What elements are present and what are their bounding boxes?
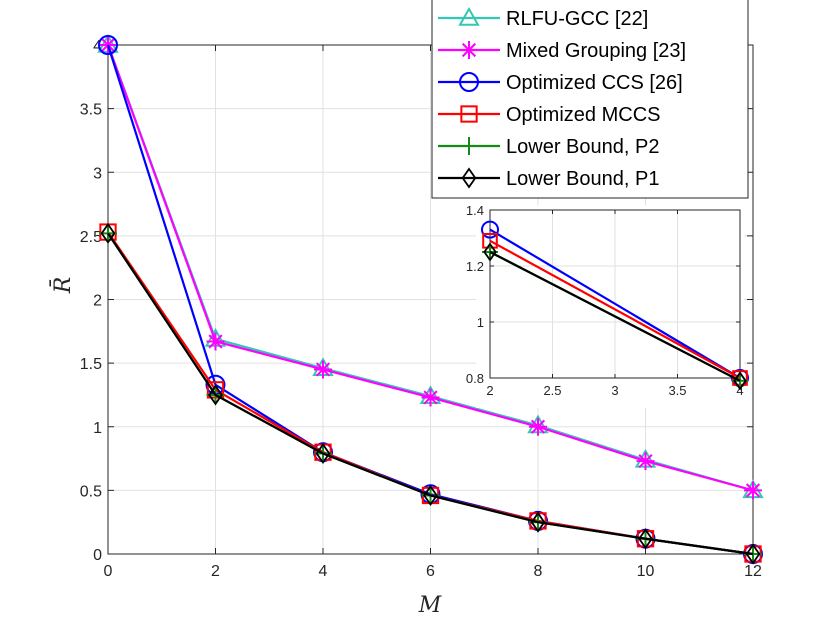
legend-label: Optimized MCCS xyxy=(506,104,660,126)
inset-point-diamond-marker xyxy=(483,242,497,262)
main-point-diamond-marker xyxy=(530,511,546,533)
main-point-asterisk-marker xyxy=(744,481,762,500)
main-ytick-label: 4 xyxy=(93,38,102,55)
main-ytick-label: 2 xyxy=(93,293,102,310)
inset-xtick-label: 2 xyxy=(486,383,493,398)
legend-circle-marker xyxy=(459,72,479,92)
legend-triangle-marker xyxy=(458,6,480,26)
y-axis-label: R̄ xyxy=(49,277,76,295)
inset-series-line-0 xyxy=(489,228,741,379)
inset-xtick-label: 4 xyxy=(736,383,743,398)
x-axis-label: M xyxy=(418,593,442,618)
legend-box xyxy=(431,0,749,199)
main-point-diamond-marker xyxy=(208,384,223,406)
main-xtick-label: 2 xyxy=(211,563,220,580)
main-xtick-label: 8 xyxy=(534,563,543,580)
main-ytick-label: 3.5 xyxy=(80,102,102,119)
main-xtick-label: 0 xyxy=(104,563,113,580)
legend-asterisk-marker xyxy=(460,41,478,59)
legend-label: Mixed Grouping [23] xyxy=(506,40,686,62)
legend-label: Lower Bound, P1 xyxy=(506,168,659,190)
inset-point-circle-marker xyxy=(481,220,499,239)
inset-series xyxy=(481,220,749,391)
main-xtick-label: 4 xyxy=(319,563,328,580)
main-point-asterisk-marker xyxy=(206,332,225,351)
legend-diamond-marker xyxy=(461,167,477,189)
legend-plus-marker xyxy=(460,137,478,155)
legend: RLFU-GCC [22] Mixed Grouping [23] Optimize… xyxy=(431,0,749,199)
main-ytick-label: 1 xyxy=(93,420,102,437)
main-point-diamond-marker xyxy=(638,528,653,550)
main-point-diamond-marker xyxy=(100,222,116,244)
main-ytick-label: 0.5 xyxy=(80,483,102,500)
inset-ytick-label: 0.8 xyxy=(466,371,484,386)
main-point-diamond-marker xyxy=(745,543,761,565)
legend-label: Lower Bound, P2 xyxy=(506,136,659,158)
main-xtick-label: 12 xyxy=(744,563,762,580)
main-point-circle-marker xyxy=(98,35,118,55)
main-ytick-label: 2.5 xyxy=(80,229,102,246)
inset-xtick-label: 3 xyxy=(611,383,618,398)
main-point-diamond-marker xyxy=(315,442,331,465)
main-point-asterisk-marker xyxy=(529,417,547,436)
main-ytick-label: 3 xyxy=(93,165,102,182)
main-xtick-label: 10 xyxy=(637,563,655,580)
inset-series-line-1 xyxy=(489,239,741,379)
main-ytick-label: 0 xyxy=(93,547,102,564)
main-point-asterisk-marker xyxy=(314,360,332,379)
inset-ytick-label: 1.4 xyxy=(466,203,484,218)
inset-series-line-3 xyxy=(489,251,741,382)
inset-point-diamond-marker xyxy=(733,371,747,391)
main-series-line-5 xyxy=(107,232,754,556)
main-series xyxy=(97,33,764,565)
main-ytick-label: 1.5 xyxy=(80,356,102,373)
inset-ticks: 2 2.5 3 3.5 4 0.8 1 1.2 1.4 xyxy=(466,203,744,398)
inset-ytick-label: 1.2 xyxy=(466,259,484,274)
main-point-asterisk-marker xyxy=(421,388,440,407)
inset-chart: 2 2.5 3 3.5 4 0.8 1 1.2 1.4 xyxy=(466,203,749,408)
main-point-asterisk-marker xyxy=(636,452,655,471)
main-xtick-label: 6 xyxy=(426,563,435,580)
main-point-diamond-marker xyxy=(423,484,438,507)
inset-ytick-label: 1 xyxy=(477,315,484,330)
inset-xtick-label: 3.5 xyxy=(668,383,686,398)
legend-label: Optimized CCS [26] xyxy=(506,72,683,94)
legend-label: RLFU-GCC [22] xyxy=(506,8,648,30)
legend-square-marker xyxy=(460,105,478,123)
inset-xtick-label: 2.5 xyxy=(543,383,561,398)
